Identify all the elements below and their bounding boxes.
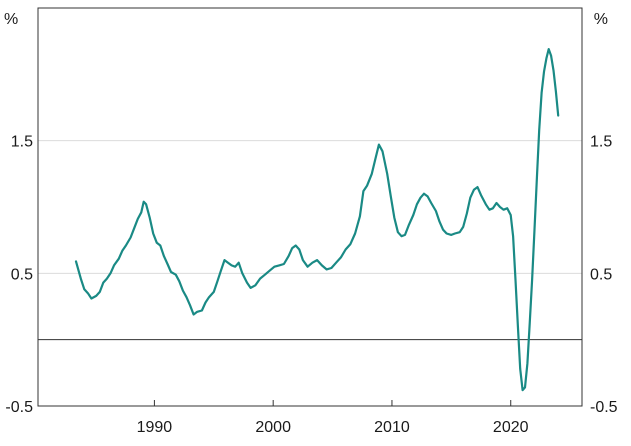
y-tick-label-right: -0.5 xyxy=(590,399,618,416)
y-tick-label-left: 0.5 xyxy=(11,266,33,283)
x-tick-label: 1990 xyxy=(137,419,173,436)
y-axis-left-ticks: -0.5 0.5 1.5 xyxy=(5,134,33,416)
x-tick-label: 2010 xyxy=(374,419,410,436)
y-tick-label-left: 1.5 xyxy=(11,134,33,151)
y-tick-label-right: 0.5 xyxy=(590,266,612,283)
gridlines xyxy=(38,140,582,274)
y-tick-label-left: -0.5 xyxy=(5,399,33,416)
x-axis-ticks: 1990 2000 2010 2020 xyxy=(137,400,529,436)
y-unit-left: % xyxy=(4,11,18,28)
y-axis-right-ticks: -0.5 0.5 1.5 xyxy=(590,134,618,416)
x-tick-label: 2000 xyxy=(255,419,291,436)
y-tick-label-right: 1.5 xyxy=(590,134,612,151)
plot-frame xyxy=(37,7,583,407)
series-line xyxy=(74,47,560,392)
x-tick-label: 2020 xyxy=(493,419,529,436)
y-unit-right: % xyxy=(594,11,608,28)
series-lines xyxy=(74,47,560,392)
